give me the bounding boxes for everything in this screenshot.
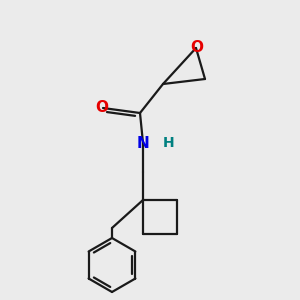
Text: O: O (95, 100, 109, 115)
Text: N: N (136, 136, 149, 151)
Text: H: H (163, 136, 175, 150)
Text: O: O (190, 40, 203, 55)
